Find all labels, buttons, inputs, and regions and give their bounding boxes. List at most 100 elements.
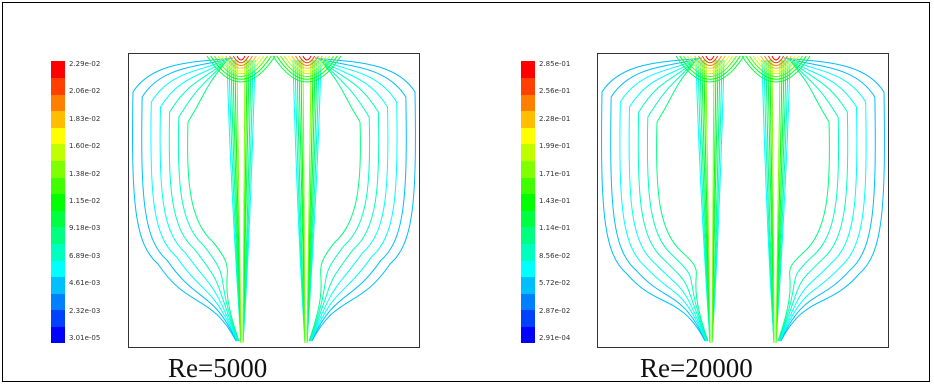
colorbar — [51, 61, 65, 344]
colorbar-tick-label: 1.83e-02 — [69, 114, 101, 123]
colorbar-segment — [51, 260, 65, 278]
contour-line — [741, 55, 811, 83]
colorbar-segment — [521, 210, 535, 228]
contour-line — [302, 59, 312, 344]
colorbar-segment — [51, 210, 65, 228]
contour-line — [771, 59, 781, 344]
contour-line — [295, 55, 319, 66]
contour-line — [221, 55, 261, 72]
colorbar-segment — [521, 61, 535, 79]
contour-line — [177, 57, 239, 342]
contour-line — [308, 57, 361, 342]
contour-line — [780, 57, 876, 342]
caption-re: Re=5000 — [168, 353, 268, 383]
contour-line — [311, 57, 407, 342]
contour-plot — [597, 53, 889, 348]
contour-plot — [128, 53, 420, 348]
contour-line — [302, 55, 312, 61]
contour-line — [683, 55, 737, 77]
contour-line — [749, 55, 803, 77]
colorbar-tick-label: 8.56e-02 — [539, 251, 571, 260]
contour-line — [276, 55, 338, 80]
contour-line — [637, 57, 708, 342]
contour-line — [610, 57, 706, 342]
colorbar-segment — [521, 326, 535, 344]
colorbar-segment — [51, 127, 65, 145]
contour-line — [701, 55, 719, 64]
contour-lines — [132, 55, 416, 344]
colorbar-tick-label: 2.87e-02 — [539, 306, 571, 315]
contour-line — [291, 55, 323, 69]
contour-line — [226, 59, 256, 344]
contour-line — [311, 57, 416, 342]
contour-line — [292, 59, 322, 344]
contour-line — [761, 59, 791, 344]
contour-line — [217, 55, 265, 75]
colorbar-segment — [521, 226, 535, 244]
colorbar-segment — [51, 177, 65, 195]
contour-line — [690, 55, 730, 72]
colorbar-segment — [51, 77, 65, 95]
contour-line — [705, 55, 715, 61]
contour-line — [298, 55, 316, 64]
colorbar-segment — [521, 309, 535, 327]
colorbar-segment — [521, 110, 535, 128]
colorbar-tick-label: 2.29e-02 — [69, 60, 101, 68]
contour-line — [675, 55, 745, 83]
contour-line — [132, 57, 237, 342]
contour-line — [779, 57, 858, 342]
contour-line — [141, 57, 237, 342]
colorbar-tick-label: 6.89e-03 — [69, 251, 101, 260]
contour-line — [619, 57, 707, 342]
contour-line — [778, 57, 840, 342]
contour-line — [159, 57, 238, 342]
contour-line — [232, 55, 250, 64]
contour-line — [767, 55, 785, 64]
colorbar-tick-label: 1.99e-01 — [539, 142, 571, 151]
colorbar-tick-label: 5.72e-02 — [539, 279, 571, 288]
contour-line — [206, 55, 276, 83]
contour-line — [150, 57, 238, 342]
contour-line — [272, 55, 342, 83]
colorbar-tick-label: 1.43e-01 — [539, 197, 571, 205]
colorbar-segment — [521, 193, 535, 211]
contour-line — [760, 55, 792, 69]
colorbar-segment — [51, 309, 65, 327]
colorbar-tick-label: 4.61e-03 — [69, 279, 101, 288]
colorbar-tick-label: 3.01e-05 — [69, 334, 101, 342]
colorbar-segment — [521, 160, 535, 178]
colorbar-tick-label: 2.56e-01 — [539, 87, 571, 96]
colorbar-segment — [51, 110, 65, 128]
contour-line — [236, 55, 246, 61]
contour-line — [287, 55, 327, 72]
colorbar-tick-label: 2.85e-01 — [539, 60, 571, 68]
contour-line — [745, 55, 807, 80]
colorbar-segment — [51, 160, 65, 178]
colorbar-tick-label: 2.32e-03 — [69, 306, 101, 315]
colorbar-segment — [521, 77, 535, 95]
colorbar-segment — [521, 127, 535, 145]
contour-line — [229, 55, 253, 66]
contour-line — [168, 57, 239, 342]
colorbar-tick-label: 1.15e-02 — [69, 197, 101, 205]
colorbar-segment — [51, 193, 65, 211]
colorbar-segment — [521, 243, 535, 261]
contour-line — [694, 55, 726, 69]
colorbar-segment — [51, 326, 65, 344]
colorbar-segment — [51, 143, 65, 162]
colorbar-segment — [521, 94, 535, 112]
colorbar-tick-label: 1.14e-01 — [539, 224, 571, 233]
colorbar-segment — [51, 94, 65, 112]
colorbar-tick-label: 9.18e-03 — [69, 224, 101, 233]
contour-line — [771, 55, 781, 61]
colorbar-segment — [51, 226, 65, 244]
colorbar-segment — [521, 260, 535, 278]
contour-line — [309, 57, 380, 342]
contour-line — [210, 55, 272, 80]
colorbar-segment — [51, 276, 65, 294]
contour-line — [628, 57, 707, 342]
colorbar-tick-label: 1.38e-02 — [69, 169, 101, 178]
contour-line — [646, 57, 708, 342]
caption-re: Re=20000 — [640, 353, 753, 383]
